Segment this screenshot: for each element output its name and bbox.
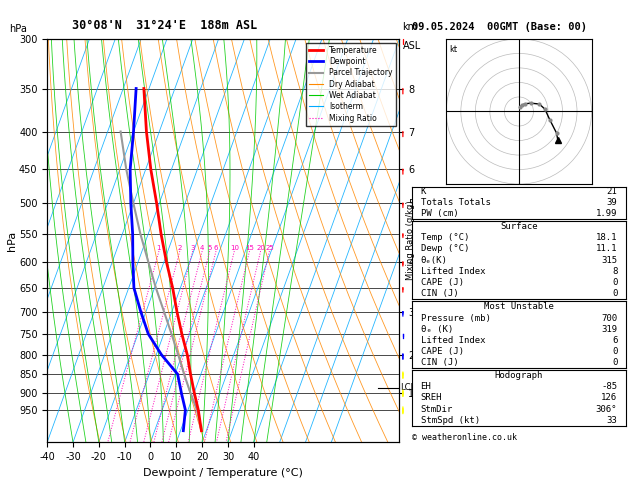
Text: Mixing Ratio (g/kg): Mixing Ratio (g/kg) — [406, 201, 415, 280]
Text: 0: 0 — [612, 278, 617, 287]
Text: 1: 1 — [157, 245, 161, 251]
Text: © weatheronline.co.uk: © weatheronline.co.uk — [412, 433, 517, 442]
Text: Hodograph: Hodograph — [495, 371, 543, 381]
Text: Dewp (°C): Dewp (°C) — [421, 244, 469, 254]
Text: StmDir: StmDir — [421, 404, 453, 414]
Text: 8: 8 — [612, 267, 617, 276]
Legend: Temperature, Dewpoint, Parcel Trajectory, Dry Adiabat, Wet Adiabat, Isotherm, Mi: Temperature, Dewpoint, Parcel Trajectory… — [306, 43, 396, 125]
Text: StmSpd (kt): StmSpd (kt) — [421, 416, 480, 425]
Text: CAPE (J): CAPE (J) — [421, 347, 464, 356]
Text: km: km — [403, 21, 418, 32]
Text: CIN (J): CIN (J) — [421, 358, 458, 367]
Text: 319: 319 — [601, 325, 617, 334]
Text: 0: 0 — [612, 289, 617, 298]
Text: 6: 6 — [214, 245, 218, 251]
Text: K: K — [421, 188, 426, 196]
Text: 20: 20 — [256, 245, 265, 251]
Text: 21: 21 — [606, 188, 617, 196]
Text: Totals Totals: Totals Totals — [421, 198, 491, 208]
Text: Lifted Index: Lifted Index — [421, 267, 485, 276]
Text: 6: 6 — [612, 336, 617, 345]
X-axis label: Dewpoint / Temperature (°C): Dewpoint / Temperature (°C) — [143, 468, 303, 478]
Text: Most Unstable: Most Unstable — [484, 302, 554, 312]
Text: 18.1: 18.1 — [596, 233, 617, 243]
Text: Temp (°C): Temp (°C) — [421, 233, 469, 243]
Text: 2: 2 — [177, 245, 182, 251]
Text: 126: 126 — [601, 394, 617, 402]
Text: CIN (J): CIN (J) — [421, 289, 458, 298]
Text: 700: 700 — [601, 313, 617, 323]
Text: EH: EH — [421, 382, 431, 391]
Y-axis label: hPa: hPa — [8, 230, 18, 251]
Text: LCL: LCL — [400, 383, 415, 392]
Text: 11.1: 11.1 — [596, 244, 617, 254]
Text: SREH: SREH — [421, 394, 442, 402]
Text: 30°08'N  31°24'E  188m ASL: 30°08'N 31°24'E 188m ASL — [72, 18, 258, 32]
Text: 5: 5 — [208, 245, 212, 251]
Text: 3: 3 — [191, 245, 195, 251]
Text: hPa: hPa — [9, 24, 27, 34]
Text: Surface: Surface — [500, 222, 538, 231]
Text: 25: 25 — [265, 245, 274, 251]
Text: Lifted Index: Lifted Index — [421, 336, 485, 345]
Text: 33: 33 — [606, 416, 617, 425]
Text: -85: -85 — [601, 382, 617, 391]
Text: 0: 0 — [612, 347, 617, 356]
Text: 1.99: 1.99 — [596, 209, 617, 218]
Text: 306°: 306° — [596, 404, 617, 414]
Text: θₑ(K): θₑ(K) — [421, 256, 447, 265]
Text: 09.05.2024  00GMT (Base: 00): 09.05.2024 00GMT (Base: 00) — [412, 21, 587, 32]
Text: 10: 10 — [230, 245, 239, 251]
Text: 0: 0 — [612, 358, 617, 367]
Text: kt: kt — [449, 45, 457, 53]
Text: CAPE (J): CAPE (J) — [421, 278, 464, 287]
Text: 4: 4 — [200, 245, 204, 251]
Text: 39: 39 — [606, 198, 617, 208]
Text: θₑ (K): θₑ (K) — [421, 325, 453, 334]
Text: 15: 15 — [245, 245, 254, 251]
Text: PW (cm): PW (cm) — [421, 209, 458, 218]
Text: Pressure (mb): Pressure (mb) — [421, 313, 491, 323]
Text: 315: 315 — [601, 256, 617, 265]
Text: ASL: ASL — [403, 41, 421, 52]
